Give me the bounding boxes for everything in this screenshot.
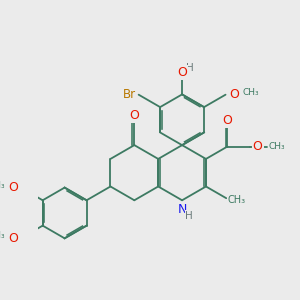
Text: O: O xyxy=(9,182,19,194)
Text: H: H xyxy=(185,211,193,221)
Text: CH₃: CH₃ xyxy=(268,142,285,151)
Text: O: O xyxy=(177,66,187,79)
Text: CH₃: CH₃ xyxy=(228,195,246,205)
Text: O: O xyxy=(253,140,262,153)
Text: Br: Br xyxy=(123,88,136,101)
Text: CH₃: CH₃ xyxy=(0,181,5,190)
Text: O: O xyxy=(223,113,232,127)
Text: CH₃: CH₃ xyxy=(242,88,259,97)
Text: CH₃: CH₃ xyxy=(0,231,5,240)
Text: O: O xyxy=(129,110,139,122)
Text: O: O xyxy=(230,88,239,101)
Text: O: O xyxy=(9,232,19,244)
Text: N: N xyxy=(177,203,187,216)
Text: H: H xyxy=(186,64,194,74)
